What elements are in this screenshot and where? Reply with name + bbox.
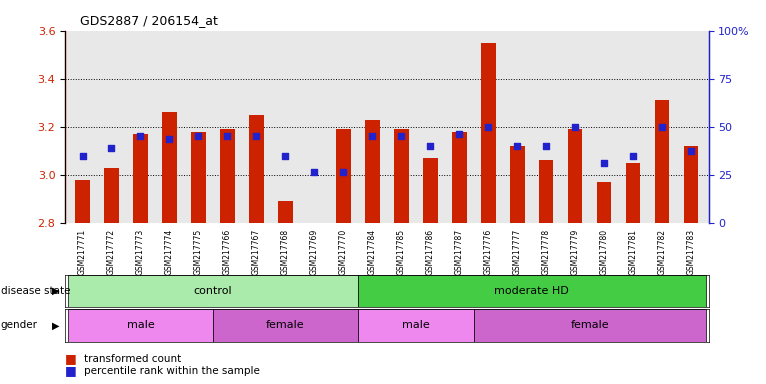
Bar (192, 131, 206, 223)
Bar (249, 115, 264, 223)
Point (424, 143, 437, 149)
Bar (358, 309, 474, 342)
Bar (684, 146, 699, 223)
Bar (336, 129, 351, 223)
Text: male: male (402, 320, 430, 331)
Point (280, 152, 292, 159)
Point (192, 133, 205, 139)
Text: control: control (194, 286, 232, 296)
Text: ▶: ▶ (52, 320, 60, 331)
Bar (133, 134, 148, 223)
Text: percentile rank within the sample: percentile rank within the sample (84, 366, 260, 376)
Point (337, 169, 349, 175)
Point (366, 133, 378, 139)
Text: ■: ■ (65, 364, 77, 377)
Bar (358, 275, 705, 307)
Point (106, 145, 118, 151)
Bar (597, 182, 611, 223)
Text: ▶: ▶ (52, 286, 60, 296)
Point (511, 143, 523, 149)
Point (627, 152, 640, 159)
Point (134, 133, 146, 139)
Bar (481, 43, 496, 223)
Point (250, 133, 263, 139)
Text: moderate HD: moderate HD (494, 286, 569, 296)
Bar (626, 163, 640, 223)
Point (540, 143, 552, 149)
Text: transformed count: transformed count (84, 354, 182, 364)
Bar (213, 309, 358, 342)
Point (453, 131, 466, 137)
Bar (474, 309, 705, 342)
Point (598, 160, 611, 166)
Point (685, 148, 697, 154)
Bar (365, 119, 380, 223)
Point (308, 169, 320, 175)
Point (221, 133, 234, 139)
Bar (104, 167, 119, 223)
Point (656, 124, 668, 130)
Bar (68, 275, 358, 307)
Text: female: female (266, 320, 305, 331)
Text: male: male (126, 320, 154, 331)
Point (77, 152, 89, 159)
Bar (75, 180, 90, 223)
Text: GDS2887 / 206154_at: GDS2887 / 206154_at (80, 14, 218, 27)
Bar (510, 146, 525, 223)
Point (395, 133, 408, 139)
Bar (162, 113, 177, 223)
Text: gender: gender (1, 320, 38, 331)
Bar (394, 129, 408, 223)
Bar (220, 129, 234, 223)
Bar (452, 131, 466, 223)
Point (482, 124, 494, 130)
Text: ■: ■ (65, 353, 77, 366)
Bar (655, 100, 669, 223)
Point (163, 136, 175, 142)
Bar (423, 158, 437, 223)
Bar (278, 201, 293, 223)
Point (569, 124, 581, 130)
Text: female: female (571, 320, 609, 331)
Bar (68, 309, 213, 342)
Text: disease state: disease state (1, 286, 70, 296)
Bar (568, 129, 582, 223)
Bar (539, 161, 554, 223)
